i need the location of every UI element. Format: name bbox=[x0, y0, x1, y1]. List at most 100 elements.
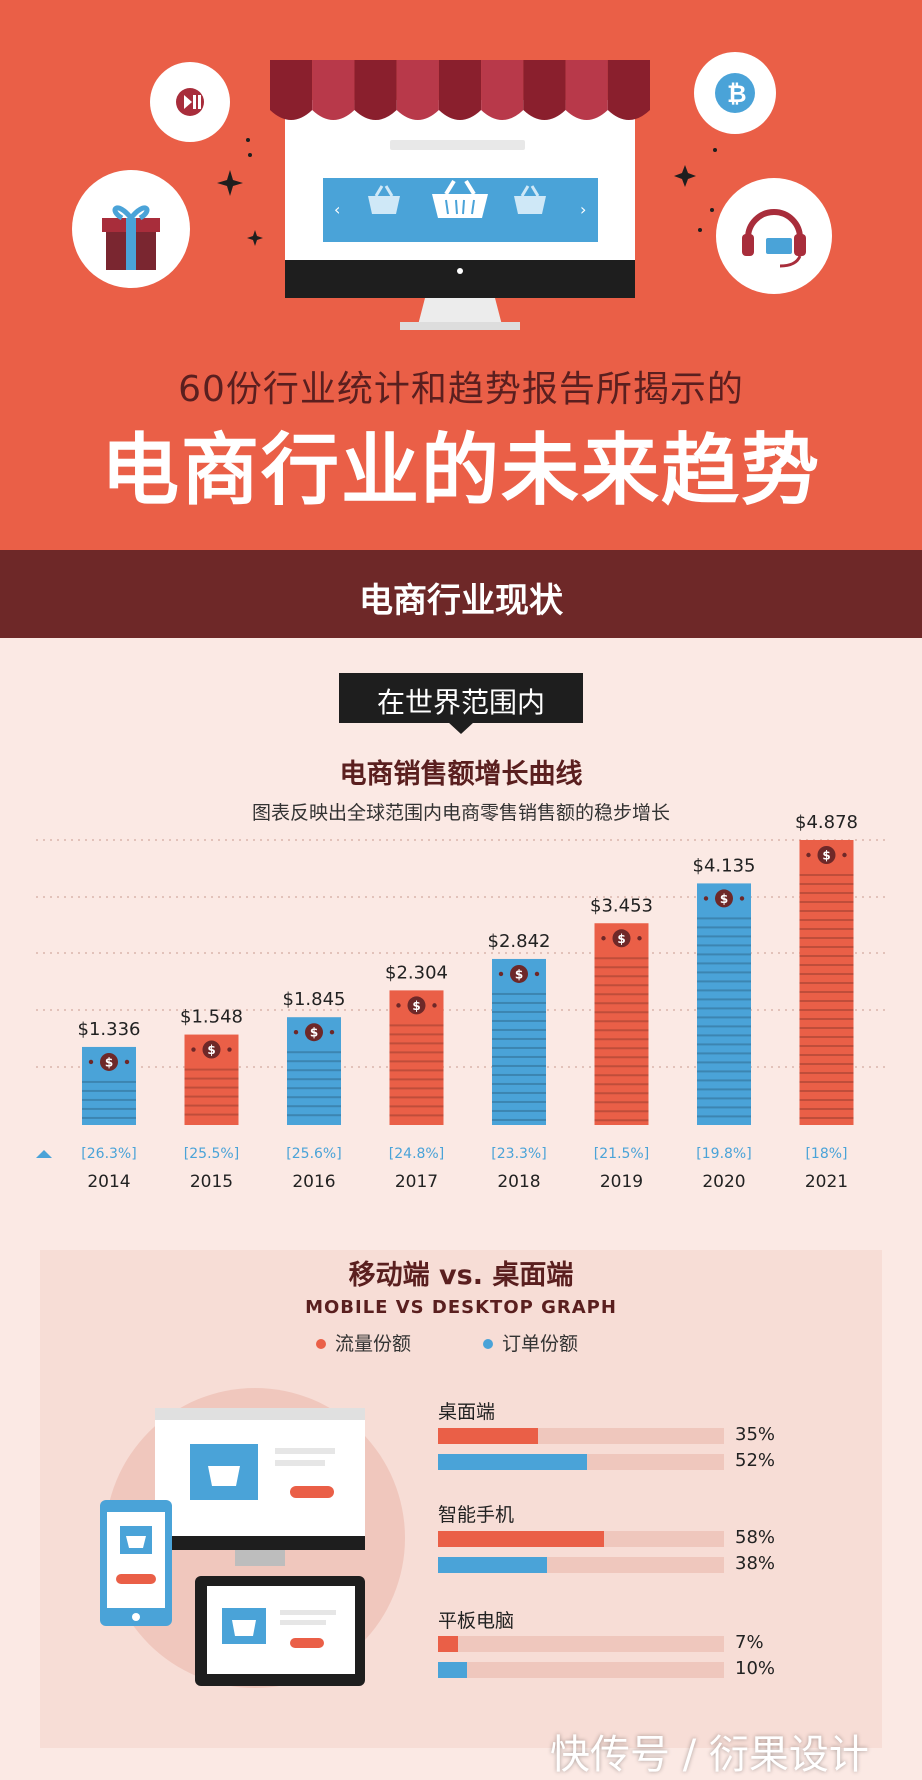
bar-stripe bbox=[799, 1045, 854, 1047]
svg-text:‹: ‹ bbox=[334, 200, 340, 219]
bar-stripe bbox=[799, 928, 854, 930]
bar-stripe bbox=[389, 1060, 444, 1063]
scope-tag-label: 在世界范围内 bbox=[376, 686, 545, 719]
bar-stripe bbox=[492, 1064, 546, 1067]
coin-dot bbox=[191, 1047, 196, 1052]
coin-dot bbox=[806, 852, 811, 858]
bar-stripe bbox=[287, 1096, 341, 1099]
coin-symbol: $ bbox=[515, 967, 523, 981]
bar-stripe bbox=[389, 1042, 444, 1045]
bar-tablet-orders bbox=[438, 1662, 467, 1678]
pct-desktop-traffic: 35% bbox=[735, 1424, 776, 1445]
bar-stripe bbox=[492, 1037, 546, 1040]
coin-symbol: $ bbox=[412, 999, 420, 1013]
year-label: 2016 bbox=[292, 1172, 335, 1192]
bar-smartphone-orders bbox=[438, 1557, 547, 1573]
hero-subtitle: 60份行业统计和趋势报告所揭示的 bbox=[178, 369, 744, 410]
bar-stripe bbox=[492, 1028, 546, 1031]
coin-symbol: $ bbox=[310, 1026, 318, 1040]
device-label-desktop: 桌面端 bbox=[438, 1401, 496, 1423]
coin-symbol: $ bbox=[822, 849, 830, 863]
bar-stripe bbox=[492, 1109, 546, 1112]
bar-stripe bbox=[594, 1020, 649, 1023]
bar-stripe bbox=[594, 1056, 649, 1059]
bar-stripe bbox=[799, 874, 854, 876]
bar-stripe bbox=[697, 1106, 751, 1109]
gift-icon bbox=[72, 170, 190, 288]
bar-stripe bbox=[697, 1088, 751, 1091]
value-label: $1.336 bbox=[78, 1019, 141, 1040]
scope-tag-pointer bbox=[448, 722, 474, 734]
bar-stripe bbox=[697, 1025, 751, 1028]
awning-stripe bbox=[565, 60, 608, 120]
bar-stripe bbox=[594, 984, 649, 987]
bar-stripe bbox=[799, 1018, 854, 1020]
bar-stripe bbox=[697, 953, 751, 956]
bar-stripe bbox=[389, 1114, 444, 1117]
bar-stripe bbox=[184, 1086, 239, 1089]
bar-stripe bbox=[799, 1072, 854, 1074]
bar-stripe bbox=[799, 946, 854, 948]
bar-stripe bbox=[697, 1007, 751, 1010]
bar-stripe bbox=[697, 1115, 751, 1118]
awning-stripe bbox=[481, 60, 524, 120]
bar-stripe bbox=[594, 1038, 649, 1041]
coin-dot bbox=[227, 1047, 232, 1052]
awning-stripe bbox=[312, 60, 355, 120]
bar-stripe bbox=[799, 901, 854, 903]
svg-text:₿: ₿ bbox=[727, 80, 747, 108]
bar-2021 bbox=[799, 840, 854, 1125]
legend-label-traffic: 流量份额 bbox=[335, 1333, 412, 1355]
headset-icon bbox=[716, 178, 832, 294]
bar-stripe bbox=[697, 980, 751, 983]
growth-label: [25.6%] bbox=[286, 1146, 341, 1162]
device-label-tablet: 平板电脑 bbox=[438, 1610, 515, 1632]
value-label: $4.135 bbox=[693, 855, 756, 876]
bar-track bbox=[438, 1662, 724, 1678]
sales-bar-chart: $ $1.336 [26.3%] 2014 $ $1.548 [25.5%] 2015 $ $1.… bbox=[36, 812, 886, 1192]
value-label: $2.842 bbox=[488, 931, 551, 952]
watermark: 快传号 / 衍果设计 bbox=[550, 1732, 869, 1778]
pct-tablet-traffic: 7% bbox=[735, 1632, 764, 1653]
bar-stripe bbox=[594, 1083, 649, 1086]
bar-stripe bbox=[697, 1034, 751, 1037]
legend-dot-traffic bbox=[316, 1339, 326, 1349]
bar-stripe bbox=[594, 1074, 649, 1077]
bar-stripe bbox=[697, 1016, 751, 1019]
legend-label-orders: 订单份额 bbox=[502, 1333, 579, 1355]
bar-stripe bbox=[799, 991, 854, 993]
bar-stripe bbox=[287, 1105, 341, 1108]
bar-track bbox=[438, 1557, 724, 1573]
coin-icon bbox=[202, 1040, 221, 1059]
bar-stripe bbox=[594, 975, 649, 978]
bar-stripe bbox=[594, 993, 649, 996]
bar-stripe bbox=[799, 955, 854, 957]
bar-stripe bbox=[389, 1051, 444, 1054]
bar-stripe bbox=[697, 1070, 751, 1073]
bar-stripe bbox=[799, 1000, 854, 1002]
year-label: 2018 bbox=[497, 1172, 540, 1192]
coin-dot bbox=[498, 971, 504, 977]
shopping-basket-icon bbox=[432, 179, 488, 218]
coin-dot bbox=[842, 852, 847, 858]
bar-stripe bbox=[287, 1051, 341, 1054]
scope-tag bbox=[339, 673, 583, 723]
bar-stripe bbox=[697, 944, 751, 947]
growth-label: [24.8%] bbox=[389, 1146, 444, 1162]
bar-stripe bbox=[594, 1119, 649, 1122]
bar-stripe bbox=[799, 1027, 854, 1029]
md-subtitle: MOBILE VS DESKTOP GRAPH bbox=[305, 1297, 617, 1318]
bar-stripe bbox=[799, 1090, 854, 1092]
bar-stripe bbox=[799, 982, 854, 984]
bar-stripe bbox=[389, 1105, 444, 1108]
awning-stripe bbox=[354, 60, 397, 120]
md-title: 移动端 vs. 桌面端 bbox=[348, 1260, 574, 1291]
bitcoin-icon: ₿ bbox=[694, 52, 776, 134]
value-label: $1.548 bbox=[180, 1007, 243, 1028]
year-label: 2017 bbox=[395, 1172, 438, 1192]
coin-dot bbox=[293, 1030, 299, 1035]
bar-stripe bbox=[799, 1117, 854, 1119]
bar-track bbox=[438, 1531, 724, 1547]
bar-stripe bbox=[82, 1089, 136, 1092]
bar-stripe bbox=[697, 1097, 751, 1100]
